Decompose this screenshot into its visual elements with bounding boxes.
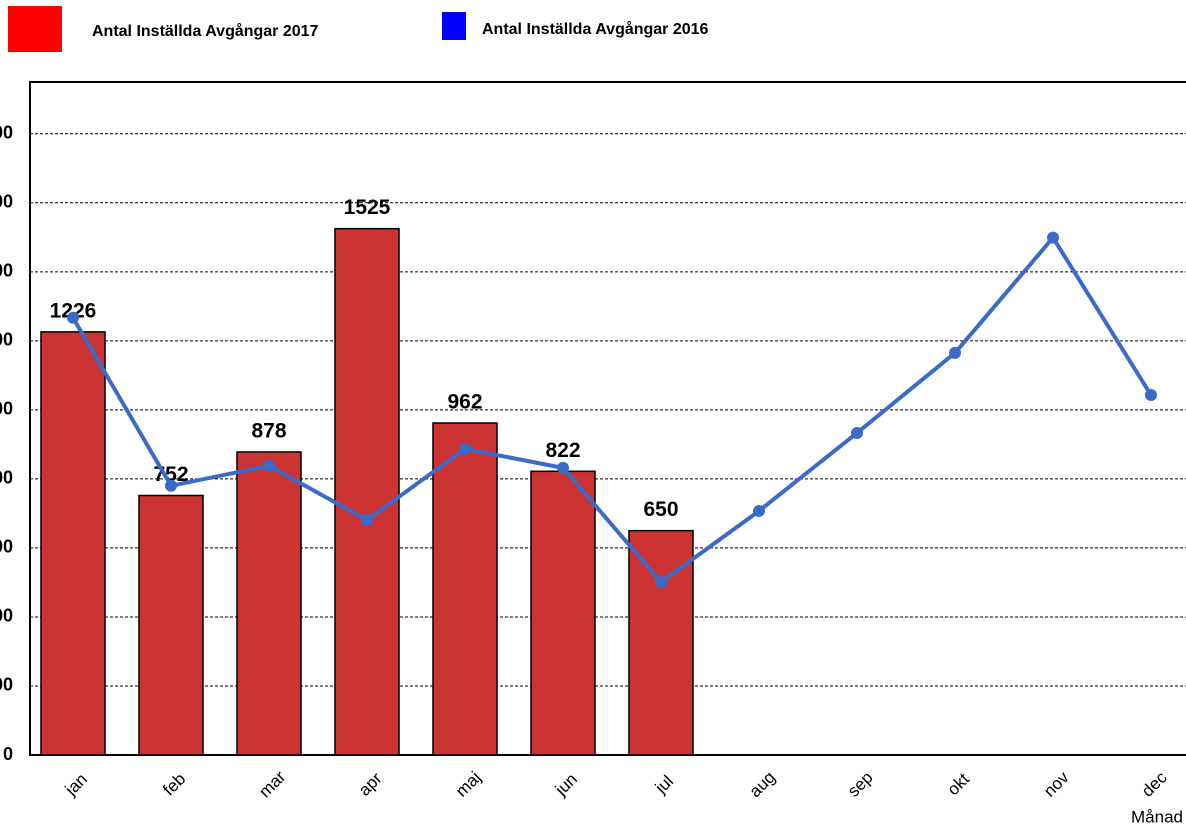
bar xyxy=(236,451,302,756)
point xyxy=(361,513,373,526)
point xyxy=(851,426,863,439)
x-tick-label: dec xyxy=(1138,768,1171,801)
x-tick-label: jun xyxy=(551,770,581,800)
point xyxy=(165,479,177,492)
point xyxy=(263,459,275,472)
point xyxy=(67,311,79,324)
y-tick-label: 800 xyxy=(0,468,13,488)
legend-swatch xyxy=(8,6,62,52)
y-tick-label: 200 xyxy=(0,675,13,695)
x-tick-label: sep xyxy=(844,768,877,801)
x-axis-label: Månad xyxy=(1131,807,1183,826)
point xyxy=(1047,231,1059,244)
point xyxy=(753,504,765,517)
y-tick-label: 400 xyxy=(0,606,13,626)
bar xyxy=(40,331,106,756)
y-tick-label: 1800 xyxy=(0,123,13,143)
x-tick-label: aug xyxy=(746,768,779,801)
x-tick-label: jan xyxy=(61,770,91,800)
x-tick-label: jul xyxy=(651,772,677,798)
bar xyxy=(334,227,400,756)
point xyxy=(949,346,961,359)
legend-swatch xyxy=(442,12,466,40)
point xyxy=(557,461,569,474)
x-tick-label: maj xyxy=(452,768,485,801)
bar xyxy=(138,494,204,756)
plot-frame xyxy=(29,81,1186,756)
point xyxy=(1145,389,1157,402)
x-tick-label: mar xyxy=(255,767,289,801)
x-tick-label: feb xyxy=(159,769,189,799)
y-tick-label: 1200 xyxy=(0,330,13,350)
y-tick-label: 1000 xyxy=(0,399,13,419)
y-tick-label: 1400 xyxy=(0,261,13,281)
legend-label: Antal Inställda Avgångar 2017 xyxy=(92,22,319,40)
bar xyxy=(432,422,498,756)
data-label: 1525 xyxy=(344,196,391,219)
x-tick-label: nov xyxy=(1040,768,1073,801)
data-label: 1226 xyxy=(50,299,97,322)
line xyxy=(71,234,1153,585)
x-tick-label: okt xyxy=(944,769,974,799)
data-label: 822 xyxy=(545,439,580,462)
data-label: 650 xyxy=(643,498,678,521)
point xyxy=(655,576,667,589)
x-tick-label: apr xyxy=(355,769,386,800)
y-tick-label: 600 xyxy=(0,537,13,557)
bar xyxy=(530,470,596,756)
point xyxy=(459,442,471,455)
y-tick-label: 0 xyxy=(3,744,13,764)
data-label: 962 xyxy=(447,391,482,414)
y-tick-label: 1600 xyxy=(0,192,13,212)
data-label: 878 xyxy=(251,420,286,443)
legend-label: Antal Inställda Avgångar 2016 xyxy=(482,20,709,38)
